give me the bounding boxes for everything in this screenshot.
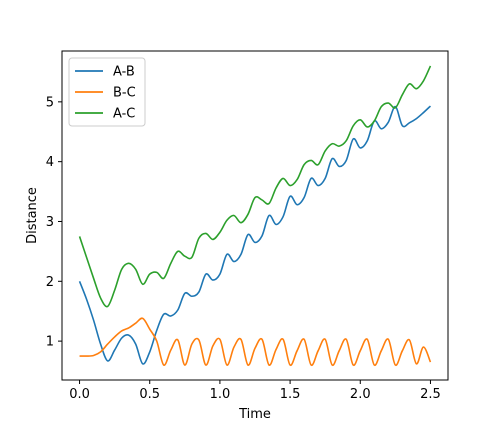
x-tick-label: 0.5	[139, 387, 160, 402]
legend: A-B B-C A-C	[68, 57, 146, 127]
y-axis-title: Distance	[25, 187, 40, 244]
y-tick-label: 4	[46, 155, 54, 170]
y-tick-label: 2	[46, 275, 54, 290]
x-tick-label: 2.5	[420, 387, 441, 402]
x-tick-label: 1.0	[210, 387, 231, 402]
x-tick-label: 1.5	[280, 387, 301, 402]
plot-frame	[61, 50, 449, 381]
series-line-b-c	[79, 317, 432, 366]
x-tick-label: 2.0	[350, 387, 371, 402]
x-axis-ticks: 0.0 0.5 1.0 1.5 2.0 2.5	[69, 380, 441, 402]
legend-label-a-b: A-B	[113, 65, 135, 80]
series-line-a-c	[78, 65, 432, 308]
legend-label-b-c: B-C	[113, 86, 136, 101]
y-tick-label: 1	[46, 335, 54, 350]
y-tick-label: 3	[46, 215, 54, 230]
series-line-a-b	[78, 105, 431, 365]
x-tick-label: 0.0	[69, 387, 90, 402]
plot-lines	[78, 65, 432, 366]
y-tick-label: 5	[46, 95, 54, 110]
legend-label-a-c: A-C	[113, 107, 135, 122]
legend-box	[68, 57, 146, 127]
y-axis-ticks: 1 2 3 4 5	[46, 95, 62, 350]
x-axis-title: Time	[238, 407, 271, 422]
